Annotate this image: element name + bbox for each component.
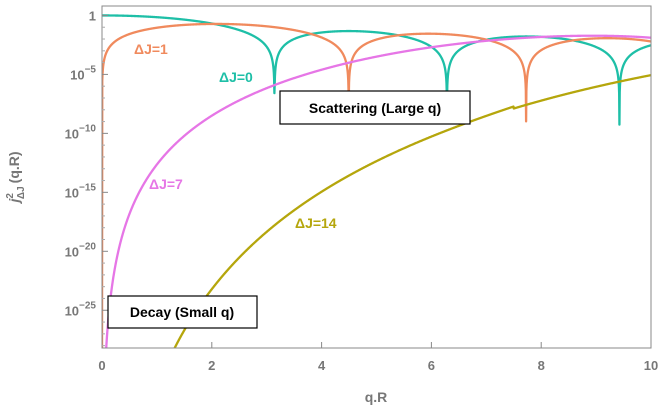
y-axis-title-sup: 2 (5, 193, 16, 199)
annotation-scattering: Scattering (Large q) (309, 100, 441, 116)
series-line-dj1 (102, 22, 651, 348)
x-axis: 0 2 4 6 8 10 (98, 342, 658, 373)
series-label-dj7: ΔJ=7 (149, 176, 183, 192)
y-axis-title: j2ΔJ (q.R) (5, 151, 27, 204)
y-axis: 1 10−5 10−10 10−15 10−20 10−25 (65, 8, 108, 347)
y-tick-label: 10−20 (65, 241, 97, 259)
x-axis-title: q.R (365, 389, 388, 405)
x-tick-label: 8 (538, 358, 545, 373)
y-tick-label: 10−10 (65, 123, 97, 141)
y-axis-title-sub: ΔJ (16, 186, 27, 199)
series-line-dj7 (105, 34, 651, 348)
x-tick-label: 2 (208, 358, 215, 373)
annotation-decay-box (107, 295, 258, 329)
series-label-dj1: ΔJ=1 (134, 41, 168, 57)
annotation-decay: Decay (Small q) (130, 304, 234, 320)
y-tick-label: 10−25 (65, 300, 97, 318)
plot-frame (101, 5, 652, 349)
x-tick-label: 6 (428, 358, 435, 373)
series-line-dj0 (102, 14, 651, 126)
y-axis-title-main: j (6, 198, 22, 205)
y-tick-label: 10−15 (65, 182, 97, 200)
x-tick-label: 0 (98, 358, 105, 373)
x-tick-label: 10 (644, 358, 658, 373)
y-tick-label: 10−5 (70, 64, 96, 82)
x-tick-label: 4 (318, 358, 326, 373)
series-label-dj0: ΔJ=0 (219, 69, 253, 85)
annotation-scattering-box (279, 90, 471, 125)
y-tick-label: 1 (89, 8, 96, 23)
series-label-dj14: ΔJ=14 (295, 215, 337, 231)
y-axis-title-tail: (q.R) (6, 151, 22, 183)
